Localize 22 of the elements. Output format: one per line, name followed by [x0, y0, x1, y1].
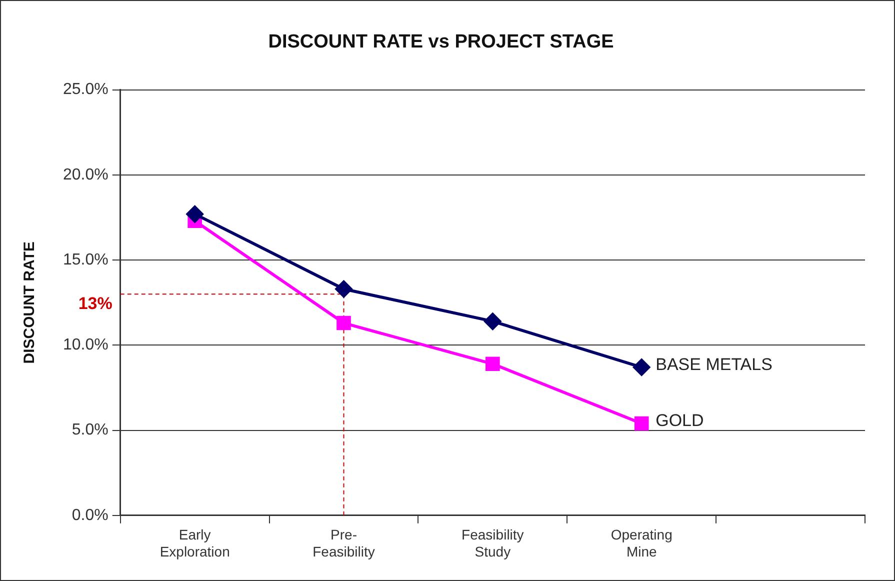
point — [486, 356, 500, 372]
point — [186, 206, 204, 223]
series-label: GOLD — [656, 411, 704, 430]
x-tick-label: Pre- Feasibility — [312, 526, 375, 560]
point — [335, 280, 352, 298]
point — [484, 312, 502, 330]
y-tick-label: 25.0% — [62, 81, 108, 98]
y-axis-title: DISCOUNT RATE — [21, 241, 38, 364]
point — [633, 358, 650, 376]
point — [336, 316, 351, 330]
point — [634, 416, 649, 431]
ref-line-label: 13% — [78, 294, 112, 313]
chart-title: DISCOUNT RATE vs PROJECT STAGE — [268, 32, 614, 53]
x-tick-label: Early Exploration — [160, 526, 230, 560]
y-tick-label: 20.0% — [62, 166, 108, 184]
x-tick-label: Operating Mine — [610, 526, 672, 560]
series-label: BASE METALS — [656, 354, 772, 374]
y-tick-label: 5.0% — [72, 422, 108, 439]
y-tick-label: 15.0% — [62, 251, 108, 268]
y-tick-label: 0.0% — [72, 506, 108, 524]
x-tick-label: Feasibility Study — [462, 526, 524, 560]
y-tick-label: 10.0% — [62, 336, 108, 354]
